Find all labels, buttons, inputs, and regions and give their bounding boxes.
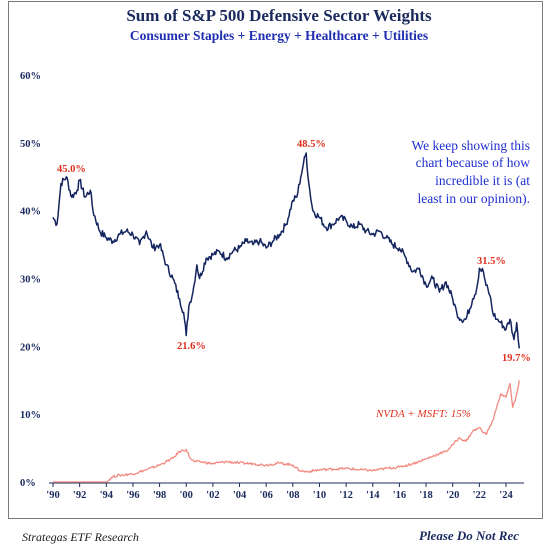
note-line-3: incredible it is (at bbox=[435, 173, 530, 188]
x-tick-label: '16 bbox=[393, 490, 406, 501]
x-tick-label: '96 bbox=[126, 490, 139, 501]
x-tick-label: '10 bbox=[313, 490, 326, 501]
x-tick-label: '08 bbox=[286, 490, 299, 501]
defensive-weights-line bbox=[52, 152, 521, 349]
x-tick-label: '04 bbox=[233, 490, 247, 501]
y-tick-label: 60% bbox=[20, 71, 41, 82]
note-line-4: least in our opinion). bbox=[418, 191, 530, 206]
chart-title: Sum of S&P 500 Defensive Sector Weights bbox=[126, 6, 432, 25]
chart-frame bbox=[8, 1, 543, 519]
x-tick-label: '98 bbox=[153, 490, 166, 501]
trough-label-2000: 21.6% bbox=[177, 341, 206, 352]
y-axis-ticks: 0% 10% 20% 30% 40% 50% 60% bbox=[20, 71, 41, 489]
peak-label-2022: 31.5% bbox=[477, 256, 506, 267]
chart-subtitle: Consumer Staples + Energy + Healthcare +… bbox=[129, 28, 429, 43]
note-line-2: chart because of how bbox=[416, 155, 531, 170]
x-tick-label: '20 bbox=[446, 490, 459, 501]
x-tick-label: '94 bbox=[100, 490, 114, 501]
source-text: Strategas ETF Research bbox=[22, 530, 139, 544]
x-tick-label: '00 bbox=[180, 490, 193, 501]
x-tick-label: '24 bbox=[499, 490, 513, 501]
y-tick-label: 0% bbox=[20, 478, 36, 489]
x-tick-label: '12 bbox=[339, 490, 352, 501]
y-tick-label: 10% bbox=[20, 410, 41, 421]
x-tick-label: '22 bbox=[473, 490, 486, 501]
nvda-msft-line bbox=[53, 380, 520, 483]
x-tick-label: '14 bbox=[366, 490, 380, 501]
y-tick-label: 30% bbox=[20, 275, 41, 286]
y-tick-label: 40% bbox=[20, 207, 41, 218]
series-label-nvda-msft: NVDA + MSFT: 15% bbox=[375, 408, 471, 420]
disclaimer-text: Please Do Not Rec bbox=[419, 528, 520, 543]
y-tick-label: 20% bbox=[20, 342, 41, 353]
peak-label-1991: 45.0% bbox=[57, 164, 86, 175]
note-line-1: We keep showing this bbox=[411, 138, 530, 153]
latest-label-2025: 19.7% bbox=[502, 353, 531, 364]
x-tick-label: '90 bbox=[46, 490, 59, 501]
x-axis-ticks: '90 '92 '94 '96 '98 '00 '02 '04 '06 '08 '10 '12 '14 '… bbox=[46, 483, 513, 501]
series-lines bbox=[52, 152, 521, 483]
x-tick-label: '18 bbox=[419, 490, 432, 501]
x-tick-label: '02 bbox=[206, 490, 219, 501]
x-tick-label: '06 bbox=[259, 490, 272, 501]
x-tick-label: '92 bbox=[73, 490, 86, 501]
y-tick-label: 50% bbox=[20, 139, 41, 150]
peak-label-2009: 48.5% bbox=[297, 139, 326, 150]
